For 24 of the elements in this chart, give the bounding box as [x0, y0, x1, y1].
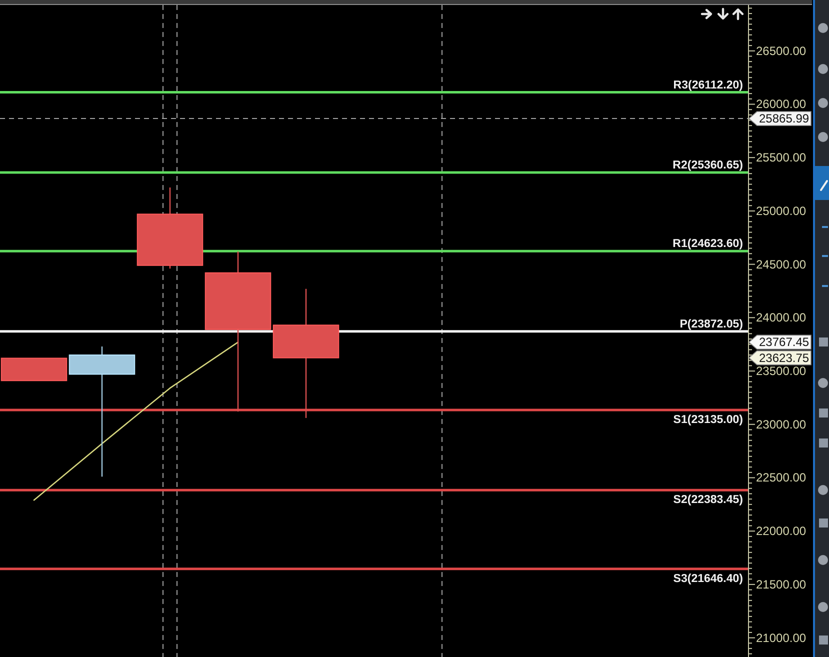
y-tick-label: 25000.00	[756, 204, 806, 218]
line-series	[33, 342, 239, 501]
y-tick-label: 21000.00	[756, 630, 806, 645]
ref-line-label: S2(22383.45)	[673, 494, 744, 506]
y-tick-label: 24000.00	[756, 310, 806, 325]
candlestick	[0, 358, 68, 382]
y-tick-label: 22500.00	[756, 470, 806, 485]
y-tick-label: 21500.00	[756, 577, 806, 592]
y-tick-label: 25500.00	[756, 150, 806, 165]
ref-line-label: S1(23135.00)	[673, 414, 744, 426]
y-tick-label: 23500.00	[756, 364, 806, 378]
ref-line-label: S3(21646.40)	[673, 572, 744, 585]
text: 23767.45	[759, 335, 810, 350]
y-tick-label: 26000.00	[756, 97, 806, 112]
y-tick-label: 26500.00	[756, 44, 806, 58]
y-tick-label: 23000.00	[756, 417, 806, 432]
y-tick-label: 22000.00	[756, 524, 806, 538]
ref-line-label: 25865.99	[759, 112, 810, 126]
ref-line-label: R3(26112.20)	[673, 79, 744, 92]
ref-line-label: R2(25360.65)	[672, 159, 744, 172]
ref-line-label: P(23872.05)	[680, 318, 744, 330]
y-tick-label: 24500.00	[756, 257, 806, 272]
text: 23623.75	[759, 350, 810, 365]
ref-line-label: R1(24623.60)	[672, 238, 744, 250]
